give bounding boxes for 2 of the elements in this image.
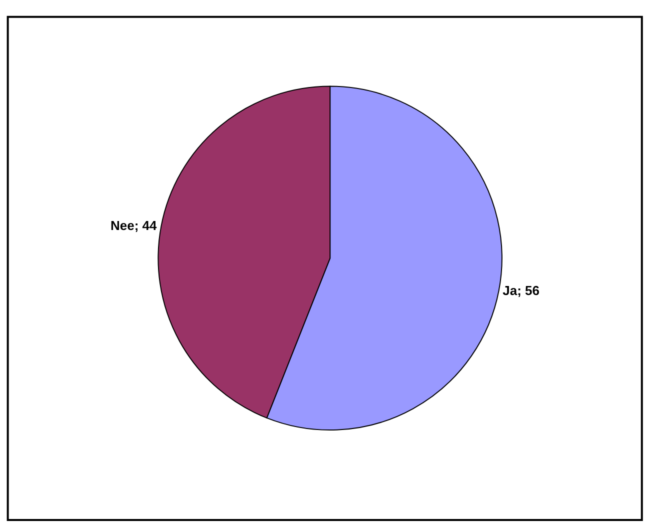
slice-label: Nee; 44: [110, 218, 158, 234]
slice-label: Ja; 56: [502, 283, 540, 298]
